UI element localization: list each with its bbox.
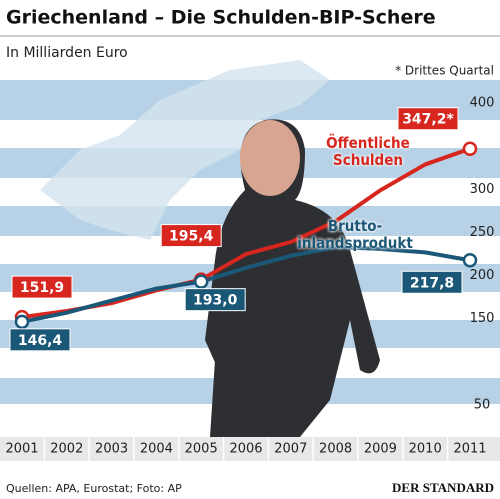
y-tick-label: 50 [474,397,491,412]
photo-face [240,120,300,196]
x-tick-label: 2010 [409,442,442,457]
value-label: 347,2* [402,112,454,128]
data-point [462,141,478,156]
series-label: Öffentliche Schulden [326,134,410,169]
data-point [14,314,30,330]
value-label-box [401,270,463,294]
subtitle: In Milliarden Euro [6,45,128,61]
series-label: Brutto-inlandsprodukt [297,217,413,252]
value-label-box [397,107,459,131]
y-tick-label: 150 [470,311,495,326]
x-tick-label: 2002 [50,442,83,457]
value-label: 195,4 [169,229,214,245]
y-tick-label: 400 [470,96,495,111]
data-point [462,253,478,268]
x-tick-label: 2011 [453,442,486,457]
publisher: DER STANDARD [392,480,494,495]
x-tick-label: 2007 [274,442,307,457]
value-label: 151,9 [20,280,64,296]
y-tick-label: 250 [470,225,495,240]
x-tick-label: 2004 [140,442,173,457]
photo-silhouette [205,119,380,437]
value-label: 217,8 [410,275,454,291]
value-label-box [184,288,246,312]
value-label-box [160,224,222,248]
chart-title: Griechenland – Die Schulden-BIP-Schere [6,7,436,29]
note: * Drittes Quartal [395,64,494,78]
value-label-box [11,275,73,299]
value-label: 146,4 [18,333,63,349]
x-axis-strip [0,437,500,461]
y-tick-label: 200 [470,268,495,283]
x-tick-label: 2001 [5,442,38,457]
x-tick-label: 2006 [229,442,262,457]
value-label: 193,0 [193,293,238,309]
x-tick-label: 2009 [364,442,397,457]
value-label-box [9,328,71,352]
map-greece [40,60,330,240]
series-line [21,245,471,324]
x-tick-label: 2008 [319,442,352,457]
data-point [193,274,209,289]
x-tick-label: 2005 [185,442,218,457]
x-tick-label: 2003 [95,442,128,457]
source: Quellen: APA, Eurostat; Foto: AP [6,482,182,495]
y-tick-label: 300 [470,182,495,197]
